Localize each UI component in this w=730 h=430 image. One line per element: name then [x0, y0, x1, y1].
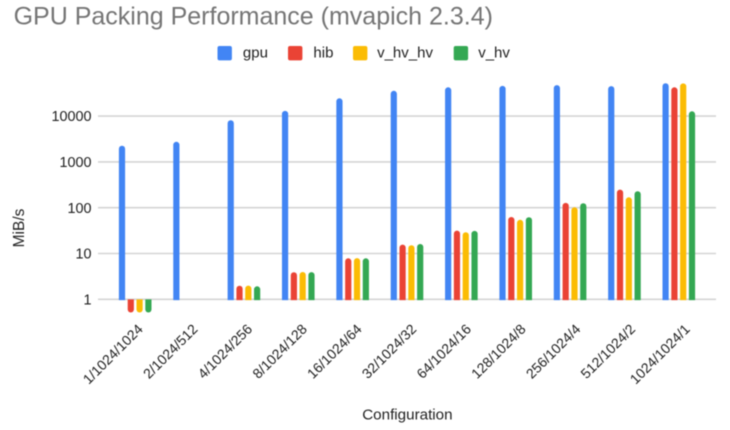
svg-text:MiB/s: MiB/s	[11, 208, 28, 247]
svg-text:hib: hib	[313, 45, 333, 62]
svg-text:1: 1	[83, 292, 91, 308]
svg-text:100: 100	[67, 201, 91, 217]
svg-text:10000: 10000	[51, 109, 91, 125]
svg-text:v_hv: v_hv	[478, 45, 510, 62]
svg-text:GPU Packing Performance (mvapi: GPU Packing Performance (mvapich 2.3.4)	[14, 3, 493, 31]
svg-text:v_hv_hv: v_hv_hv	[377, 45, 433, 62]
svg-text:1000: 1000	[59, 155, 91, 171]
svg-text:Configuration: Configuration	[362, 406, 452, 423]
svg-text:10: 10	[75, 247, 91, 263]
svg-text:gpu: gpu	[243, 45, 268, 62]
